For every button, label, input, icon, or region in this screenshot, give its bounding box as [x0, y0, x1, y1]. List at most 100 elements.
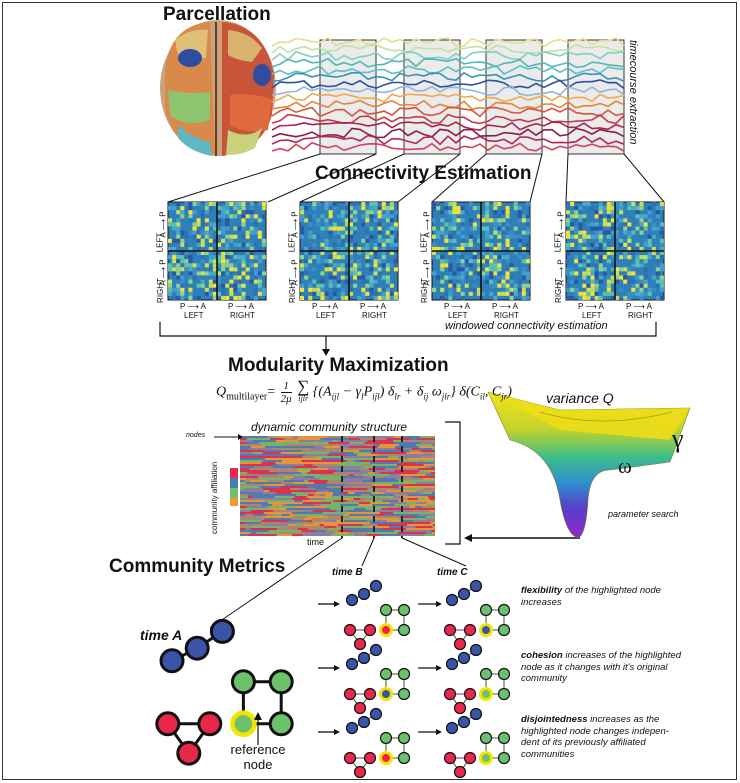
matrix-cell	[452, 230, 457, 235]
windowed-label: windowed connectivity estimation	[445, 320, 608, 332]
heatmap-segment	[399, 486, 427, 488]
heatmap-segment	[334, 532, 349, 534]
heatmap-segment	[298, 440, 307, 442]
matrix-cell	[501, 279, 506, 284]
heatmap-segment	[383, 450, 410, 452]
heatmap-segment	[240, 488, 245, 490]
matrix-cell	[440, 218, 445, 223]
matrix-cell	[340, 291, 345, 296]
heatmap-segment	[332, 496, 358, 498]
matrix-cell	[643, 283, 648, 288]
matrix-cell	[444, 230, 449, 235]
matrix-cell	[365, 238, 370, 243]
matrix-cell	[517, 279, 522, 284]
matrix-cell	[627, 255, 632, 260]
matrix-cell	[627, 267, 632, 272]
matrix-cell	[509, 275, 514, 280]
heatmap-segment	[343, 458, 373, 460]
heatmap-segment	[284, 480, 304, 482]
heatmap-segment	[388, 456, 399, 458]
matrix-cell	[212, 263, 217, 268]
matrix-cell	[308, 295, 313, 300]
heatmap-segment	[396, 478, 424, 480]
matrix-cell	[357, 271, 362, 276]
matrix-cell	[444, 259, 449, 264]
matrix-cell	[373, 291, 378, 296]
matrix-cell	[440, 255, 445, 260]
heatmap-segment	[240, 500, 265, 502]
matrix-cell	[349, 242, 354, 247]
matrix-cell	[373, 263, 378, 268]
matrix-cell	[610, 271, 615, 276]
heatmap-segment	[286, 504, 315, 506]
heatmap-segment	[315, 468, 329, 470]
heatmap-segment	[281, 482, 294, 484]
heatmap-segment	[418, 514, 435, 516]
heatmap-segment	[412, 476, 419, 478]
heatmap-segment	[384, 468, 399, 470]
matrix-cell	[582, 218, 587, 223]
matrix-cell	[225, 202, 230, 207]
matrix-cell	[188, 214, 193, 219]
matrix-cell	[188, 246, 193, 251]
heatmap-segment	[293, 482, 315, 484]
matrix-cell	[586, 295, 591, 300]
matrix-cell	[369, 275, 374, 280]
matrix-cell	[655, 226, 660, 231]
matrix-cell	[598, 255, 603, 260]
heatmap-segment	[302, 452, 329, 454]
matrix-cell	[476, 234, 481, 239]
heatmap-segment	[416, 512, 435, 514]
reference-node-label: reference node	[228, 742, 288, 772]
matrix-cell	[200, 251, 205, 256]
matrix-cell	[184, 255, 189, 260]
matrix-cell	[344, 230, 349, 235]
matrix-cell	[460, 291, 465, 296]
heatmap-segment	[292, 534, 303, 536]
matrix-cell	[452, 271, 457, 276]
matrix-cell	[389, 242, 394, 247]
heatmap-segment	[252, 454, 259, 456]
matrix-cell	[659, 238, 664, 243]
heatmap-segment	[368, 468, 385, 470]
matrix-cell	[651, 275, 656, 280]
heatmap-segment	[422, 456, 435, 458]
matrix-cell	[225, 242, 230, 247]
matrix-cell	[448, 202, 453, 207]
heatmap-segment	[410, 482, 417, 484]
heatmap-segment	[409, 506, 415, 508]
matrix-cell	[316, 255, 321, 260]
matrix-cell	[217, 210, 222, 215]
matrix-cell	[574, 279, 579, 284]
community-affiliation-label: community affiliation	[210, 461, 219, 534]
matrix-cell	[221, 230, 226, 235]
matrix-cell	[196, 271, 201, 276]
matrix-cell	[257, 255, 262, 260]
matrix-cell	[204, 263, 209, 268]
matrix-cell	[525, 214, 530, 219]
matrix-cell	[212, 246, 217, 251]
matrix-cell	[432, 202, 437, 207]
matrix-cell	[389, 238, 394, 243]
matrix-cell	[377, 251, 382, 256]
heatmap-segment	[240, 440, 253, 442]
matrix-cell	[221, 226, 226, 231]
matrix-cell	[448, 214, 453, 219]
heatmap-segment	[400, 514, 419, 516]
matrix-cell	[353, 218, 358, 223]
matrix-cell	[253, 291, 258, 296]
heatmap-segment	[285, 494, 296, 496]
matrix-cell	[594, 263, 599, 268]
heatmap-segment	[430, 488, 435, 490]
matrix-cell	[184, 242, 189, 247]
matrix-cell	[377, 230, 382, 235]
matrix-cell	[300, 210, 305, 215]
matrix-cell	[261, 214, 266, 219]
heatmap-segment	[339, 446, 349, 448]
heatmap-segment	[404, 482, 411, 484]
heatmap-segment	[240, 460, 264, 462]
matrix-cell	[393, 259, 398, 264]
matrix-cell	[176, 271, 181, 276]
heatmap-segment	[240, 516, 263, 518]
matrix-cell	[212, 271, 217, 276]
